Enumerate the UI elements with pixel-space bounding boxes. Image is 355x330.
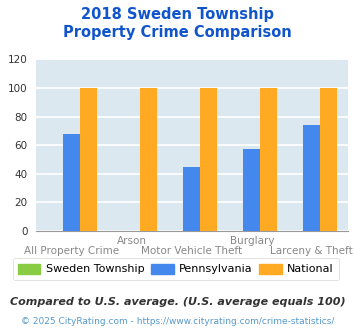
- Text: Burglary: Burglary: [230, 236, 274, 246]
- Text: 2018 Sweden Township
Property Crime Comparison: 2018 Sweden Township Property Crime Comp…: [63, 7, 292, 40]
- Legend: Sweden Township, Pennsylvania, National: Sweden Township, Pennsylvania, National: [13, 258, 339, 280]
- Bar: [260, 88, 277, 231]
- Text: Compared to U.S. average. (U.S. average equals 100): Compared to U.S. average. (U.S. average …: [10, 297, 345, 307]
- Text: © 2025 CityRating.com - https://www.cityrating.com/crime-statistics/: © 2025 CityRating.com - https://www.city…: [21, 317, 334, 326]
- Text: Larceny & Theft: Larceny & Theft: [271, 246, 353, 256]
- Text: Motor Vehicle Theft: Motor Vehicle Theft: [141, 246, 242, 256]
- Bar: [140, 88, 157, 231]
- Bar: [304, 125, 320, 231]
- Text: Arson: Arson: [117, 236, 147, 246]
- Bar: [63, 134, 80, 231]
- Bar: [320, 88, 337, 231]
- Bar: [244, 149, 260, 231]
- Bar: [200, 88, 217, 231]
- Text: All Property Crime: All Property Crime: [24, 246, 119, 256]
- Bar: [183, 167, 200, 231]
- Bar: [80, 88, 97, 231]
